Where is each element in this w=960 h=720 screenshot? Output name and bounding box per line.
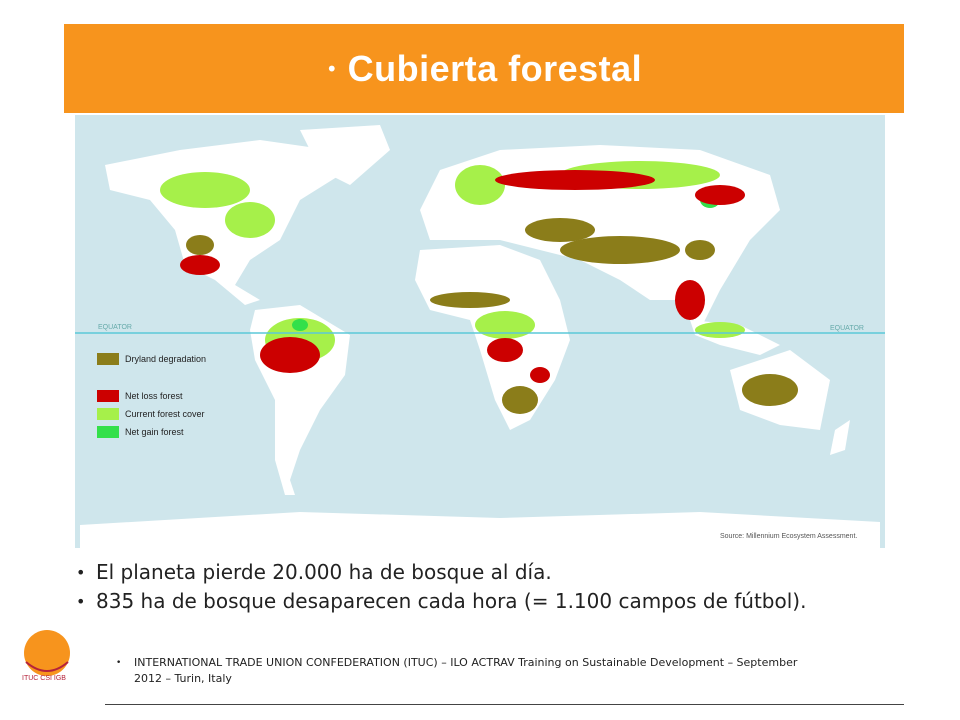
legend-swatch xyxy=(97,390,119,402)
legend: Dryland degradation Net loss forest Curr… xyxy=(97,353,206,438)
logo: ITUC CSI IGB xyxy=(22,630,70,682)
logo-arc xyxy=(25,661,69,672)
legend-label: Net gain forest xyxy=(125,427,184,437)
bullet: • xyxy=(325,56,338,81)
world-map: EQUATOR EQUATOR Dryland degradation Net … xyxy=(75,115,885,548)
legend-label: Net loss forest xyxy=(125,391,183,401)
logo-text: ITUC CSI IGB xyxy=(22,675,66,682)
equator-label: EQUATOR xyxy=(830,325,864,332)
footer: INTERNATIONAL TRADE UNION CONFEDERATION … xyxy=(116,655,814,687)
legend-swatch xyxy=(97,408,119,420)
logo-circle xyxy=(24,630,70,676)
legend-swatch xyxy=(97,353,119,365)
title-bar: • Cubierta forestal xyxy=(64,24,904,113)
land xyxy=(80,125,880,548)
footer-rule xyxy=(105,704,904,705)
bullet-item: El planeta pierde 20.000 ha de bosque al… xyxy=(76,558,876,587)
equator-label: EQUATOR xyxy=(98,324,132,331)
slide-title: Cubierta forestal xyxy=(347,47,643,89)
source: Source: Millennium Ecosystem Assessment. xyxy=(720,533,857,540)
legend-label: Current forest cover xyxy=(125,409,205,419)
legend-swatch xyxy=(97,426,119,438)
legend-label: Dryland degradation xyxy=(125,354,206,364)
bullet-item: 835 ha de bosque desaparecen cada hora (… xyxy=(76,587,876,616)
bullet-list: El planeta pierde 20.000 ha de bosque al… xyxy=(76,558,876,616)
forest-cover xyxy=(160,161,798,414)
